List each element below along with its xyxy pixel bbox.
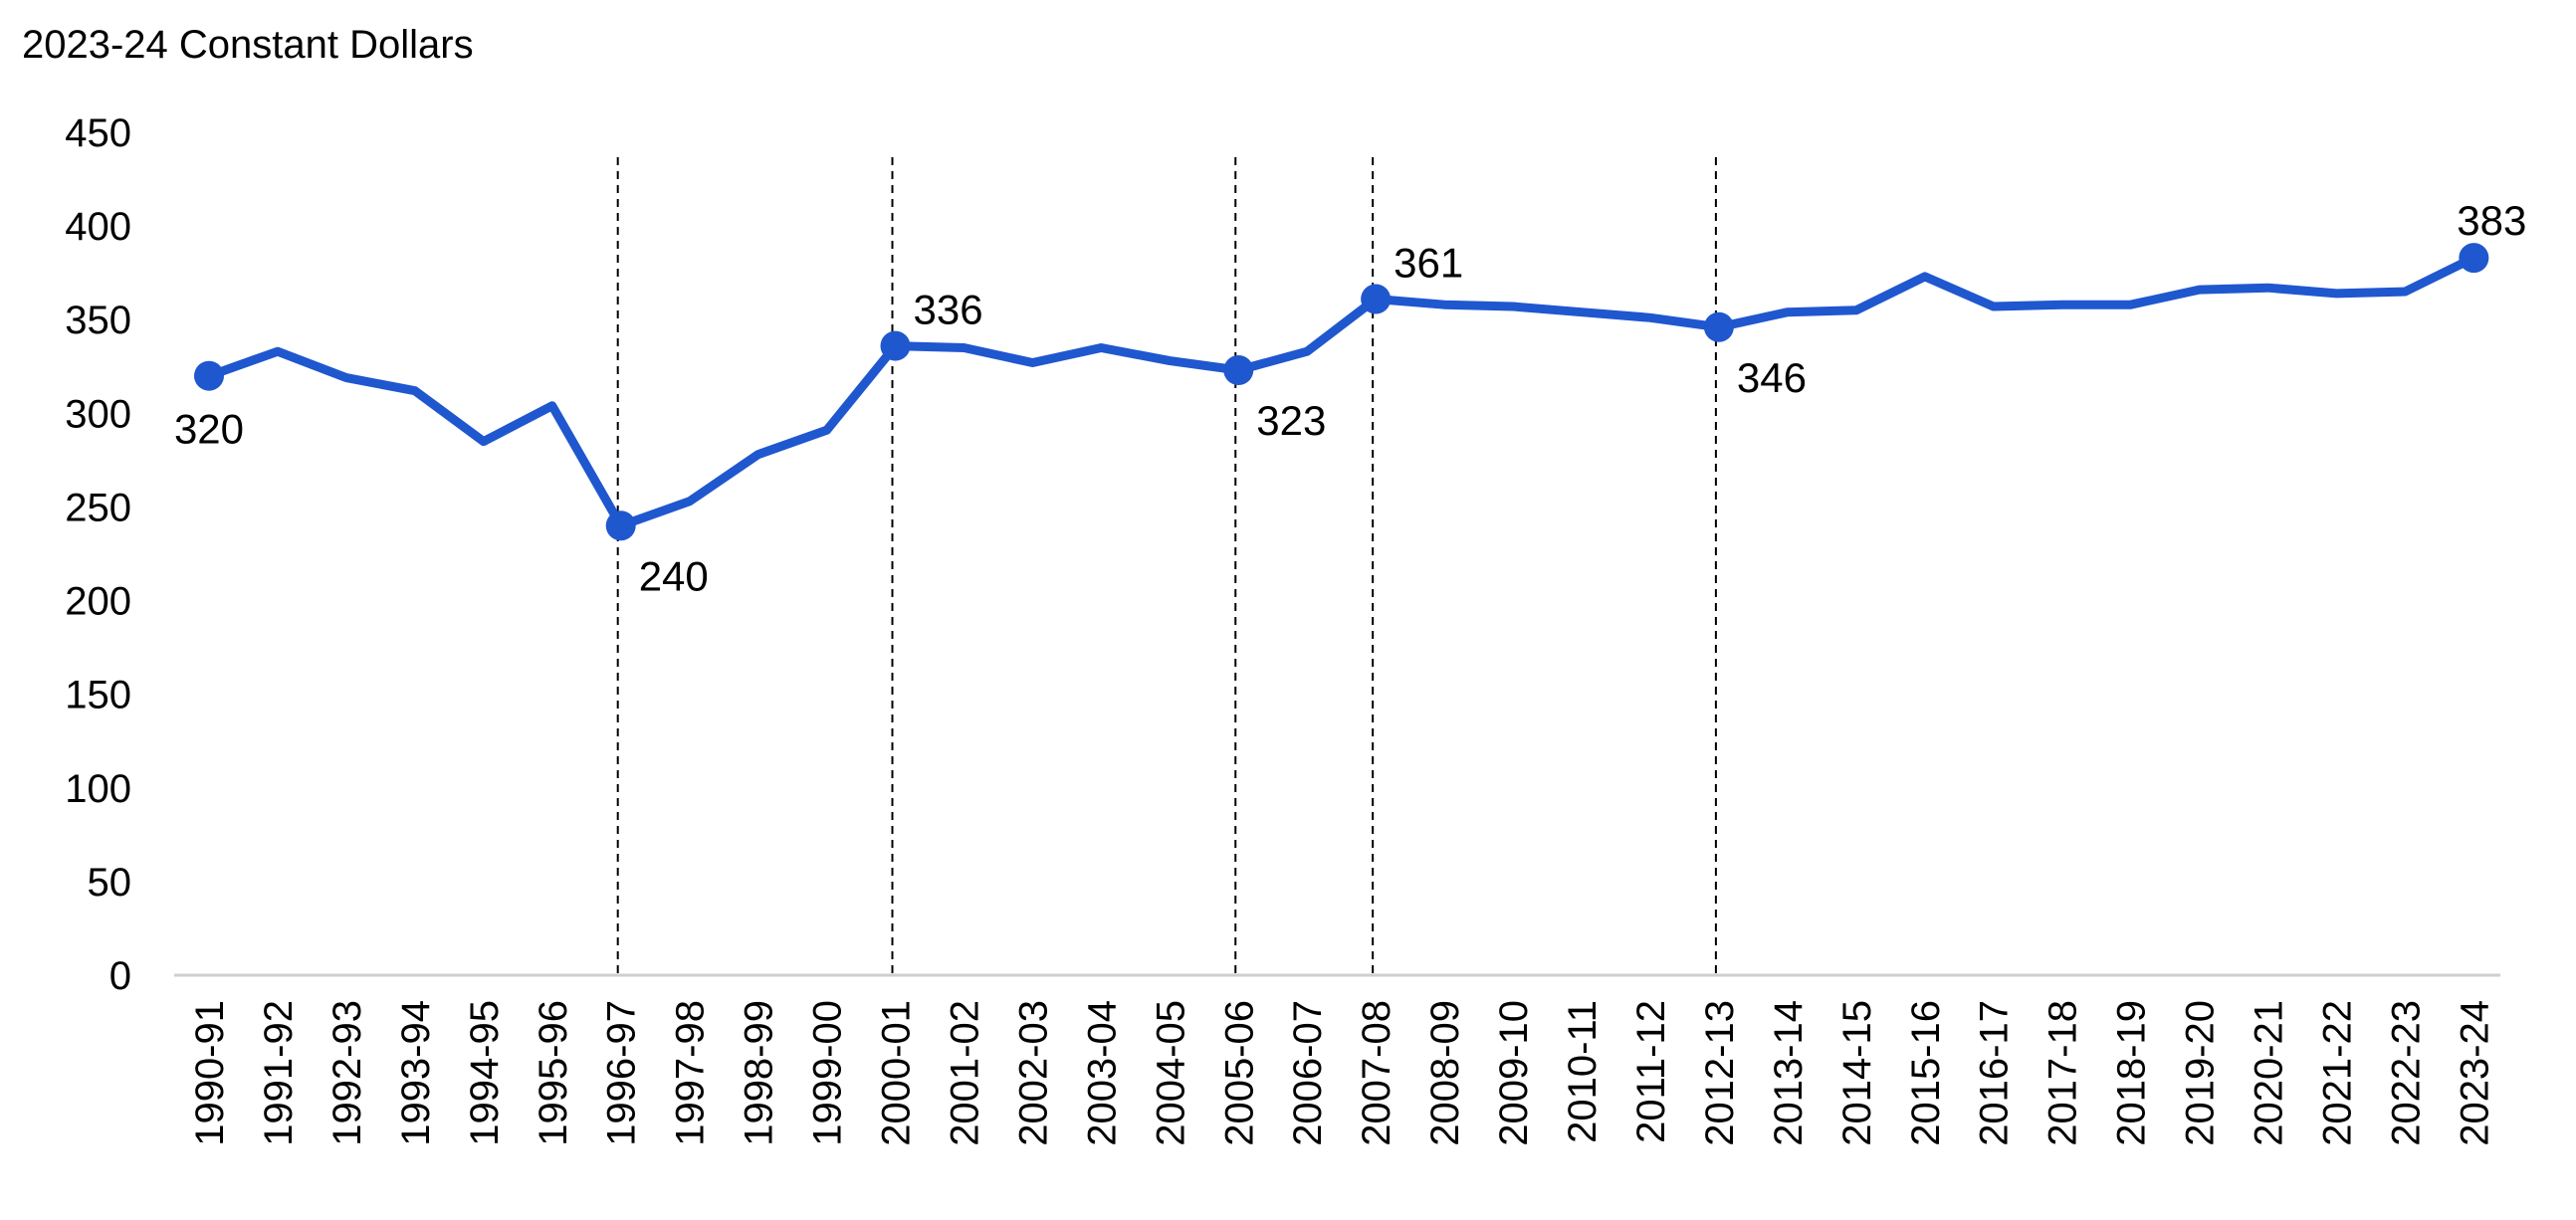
x-tick-label: 1992-93 bbox=[325, 1000, 369, 1146]
y-tick-label: 300 bbox=[65, 392, 131, 436]
x-tick-label: 2003-04 bbox=[1080, 1000, 1124, 1146]
series-line bbox=[204, 253, 2478, 530]
data-label: 346 bbox=[1737, 354, 1807, 401]
data-point-marker bbox=[880, 330, 911, 361]
x-tick-label: 2013-14 bbox=[1767, 1000, 1811, 1146]
x-tick-label: 2011-12 bbox=[1629, 1000, 1673, 1143]
x-tick-label: 1996-97 bbox=[600, 1000, 644, 1146]
y-tick-label: 0 bbox=[109, 954, 131, 998]
x-tick-label: 2018-19 bbox=[2110, 1000, 2154, 1146]
data-point-marker bbox=[194, 360, 224, 391]
x-tick-label: 1994-95 bbox=[463, 1000, 507, 1146]
x-tick-label: 1993-94 bbox=[394, 1000, 438, 1146]
x-tick-label: 2001-02 bbox=[943, 1000, 986, 1146]
x-tick-label: 2012-13 bbox=[1698, 1000, 1742, 1146]
y-tick-label: 100 bbox=[65, 767, 131, 811]
data-label: 320 bbox=[174, 406, 244, 453]
x-tick-label: 2016-17 bbox=[1973, 1000, 2017, 1146]
data-label: 383 bbox=[2457, 197, 2526, 244]
x-tick-label: 2004-05 bbox=[1149, 1000, 1192, 1146]
x-tick-label: 1991-92 bbox=[257, 1000, 301, 1146]
y-tick-label: 200 bbox=[65, 580, 131, 624]
y-axis-ticks: 0 50 100 150 200 250 300 350 400 450 bbox=[65, 111, 131, 998]
x-tick-label: 2006-07 bbox=[1286, 1000, 1330, 1146]
y-tick-label: 150 bbox=[65, 674, 131, 717]
data-point-marker bbox=[1361, 284, 1392, 314]
y-tick-label: 250 bbox=[65, 486, 131, 529]
data-point-marker bbox=[605, 510, 636, 541]
x-tick-label: 2022-23 bbox=[2384, 1000, 2428, 1146]
x-tick-label: 2019-20 bbox=[2179, 1000, 2223, 1146]
data-label: 240 bbox=[639, 552, 709, 599]
x-tick-label: 1998-99 bbox=[738, 1000, 781, 1146]
x-tick-label: 1995-96 bbox=[532, 1000, 575, 1146]
x-tick-label: 2020-21 bbox=[2248, 1000, 2291, 1146]
data-point-marker bbox=[1703, 311, 1734, 342]
x-axis-ticks: 1990-91 1991-92 1992-93 1993-94 1994-95 1995-… bbox=[188, 1000, 2496, 1146]
y-tick-label: 350 bbox=[65, 299, 131, 342]
x-tick-label: 1990-91 bbox=[188, 1000, 232, 1146]
x-tick-label: 2021-22 bbox=[2315, 1000, 2359, 1146]
x-tick-label: 2005-06 bbox=[1217, 1000, 1261, 1146]
data-label: 336 bbox=[914, 287, 983, 333]
x-tick-label: 2017-18 bbox=[2041, 1000, 2085, 1146]
y-tick-label: 400 bbox=[65, 205, 131, 249]
y-tick-label: 50 bbox=[88, 861, 132, 905]
series-group bbox=[194, 243, 2489, 541]
data-point-marker bbox=[1223, 355, 1254, 386]
data-label: 323 bbox=[1256, 397, 1326, 444]
x-tick-label: 2015-16 bbox=[1904, 1000, 1948, 1146]
x-tick-label: 2009-10 bbox=[1492, 1000, 1536, 1146]
x-tick-label: 2000-01 bbox=[875, 1000, 919, 1146]
y-tick-label: 450 bbox=[65, 111, 131, 155]
data-point-marker bbox=[2459, 243, 2489, 274]
data-label: 361 bbox=[1394, 240, 1463, 287]
x-tick-label: 1999-00 bbox=[806, 1000, 850, 1146]
x-tick-label: 2008-09 bbox=[1423, 1000, 1467, 1146]
x-tick-label: 2010-11 bbox=[1561, 1000, 1605, 1143]
x-tick-label: 2023-24 bbox=[2453, 1000, 2496, 1146]
x-tick-label: 2007-08 bbox=[1355, 1000, 1398, 1146]
x-tick-label: 2002-03 bbox=[1011, 1000, 1055, 1146]
y-unit-label: 2023-24 Constant Dollars bbox=[22, 23, 474, 67]
data-labels: 320 240 336 323 361 346 383 bbox=[174, 197, 2526, 599]
reference-lines bbox=[616, 157, 1717, 975]
x-tick-label: 2014-15 bbox=[1835, 1000, 1879, 1146]
x-tick-label: 1997-98 bbox=[669, 1000, 713, 1146]
